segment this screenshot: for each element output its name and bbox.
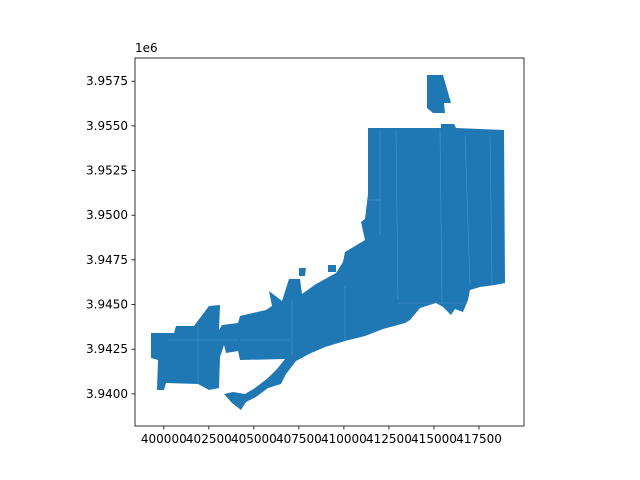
y-axis: 3.9400 3.9425 3.9450 3.9475 3.9500 3.9525 3.95… (86, 74, 135, 401)
tract-boundaries (168, 129, 493, 384)
tract-boundary-line (439, 129, 443, 304)
x-tick-label: 417500 (456, 432, 502, 446)
y-tick-label: 3.9525 (86, 164, 128, 178)
tract-boundary-line (395, 129, 399, 301)
axes-frame (134, 57, 525, 427)
x-tick-label: 405000 (231, 432, 277, 446)
x-tick-label: 407500 (276, 432, 322, 446)
x-tick-label: 412500 (366, 432, 412, 446)
south-fragment-polygon (299, 268, 306, 276)
west-islet-polygon (211, 311, 217, 328)
x-tick-label: 402500 (186, 432, 232, 446)
y-offset-label: 1e6 (135, 41, 158, 55)
tract-boundary-line (489, 134, 493, 286)
y-tick-label: 3.9550 (86, 119, 128, 133)
y-tick-label: 3.9575 (86, 74, 128, 88)
north-enclave-polygon (427, 75, 451, 113)
city-boundary-polygons (151, 75, 505, 410)
x-tick-label: 400000 (141, 432, 187, 446)
x-axis: 400000 402500 405000 407500 410000 412500 4150… (141, 426, 502, 446)
river-islet-polygon (328, 265, 336, 272)
y-tick-label: 3.9450 (86, 298, 128, 312)
y-tick-label: 3.9400 (86, 387, 128, 401)
tract-boundary-line (464, 134, 471, 286)
main-area-polygon (151, 124, 505, 410)
y-tick-label: 3.9475 (86, 253, 128, 267)
x-tick-label: 415000 (411, 432, 457, 446)
y-tick-label: 3.9500 (86, 208, 128, 222)
y-tick-label: 3.9425 (86, 342, 128, 356)
x-tick-label: 410000 (321, 432, 367, 446)
